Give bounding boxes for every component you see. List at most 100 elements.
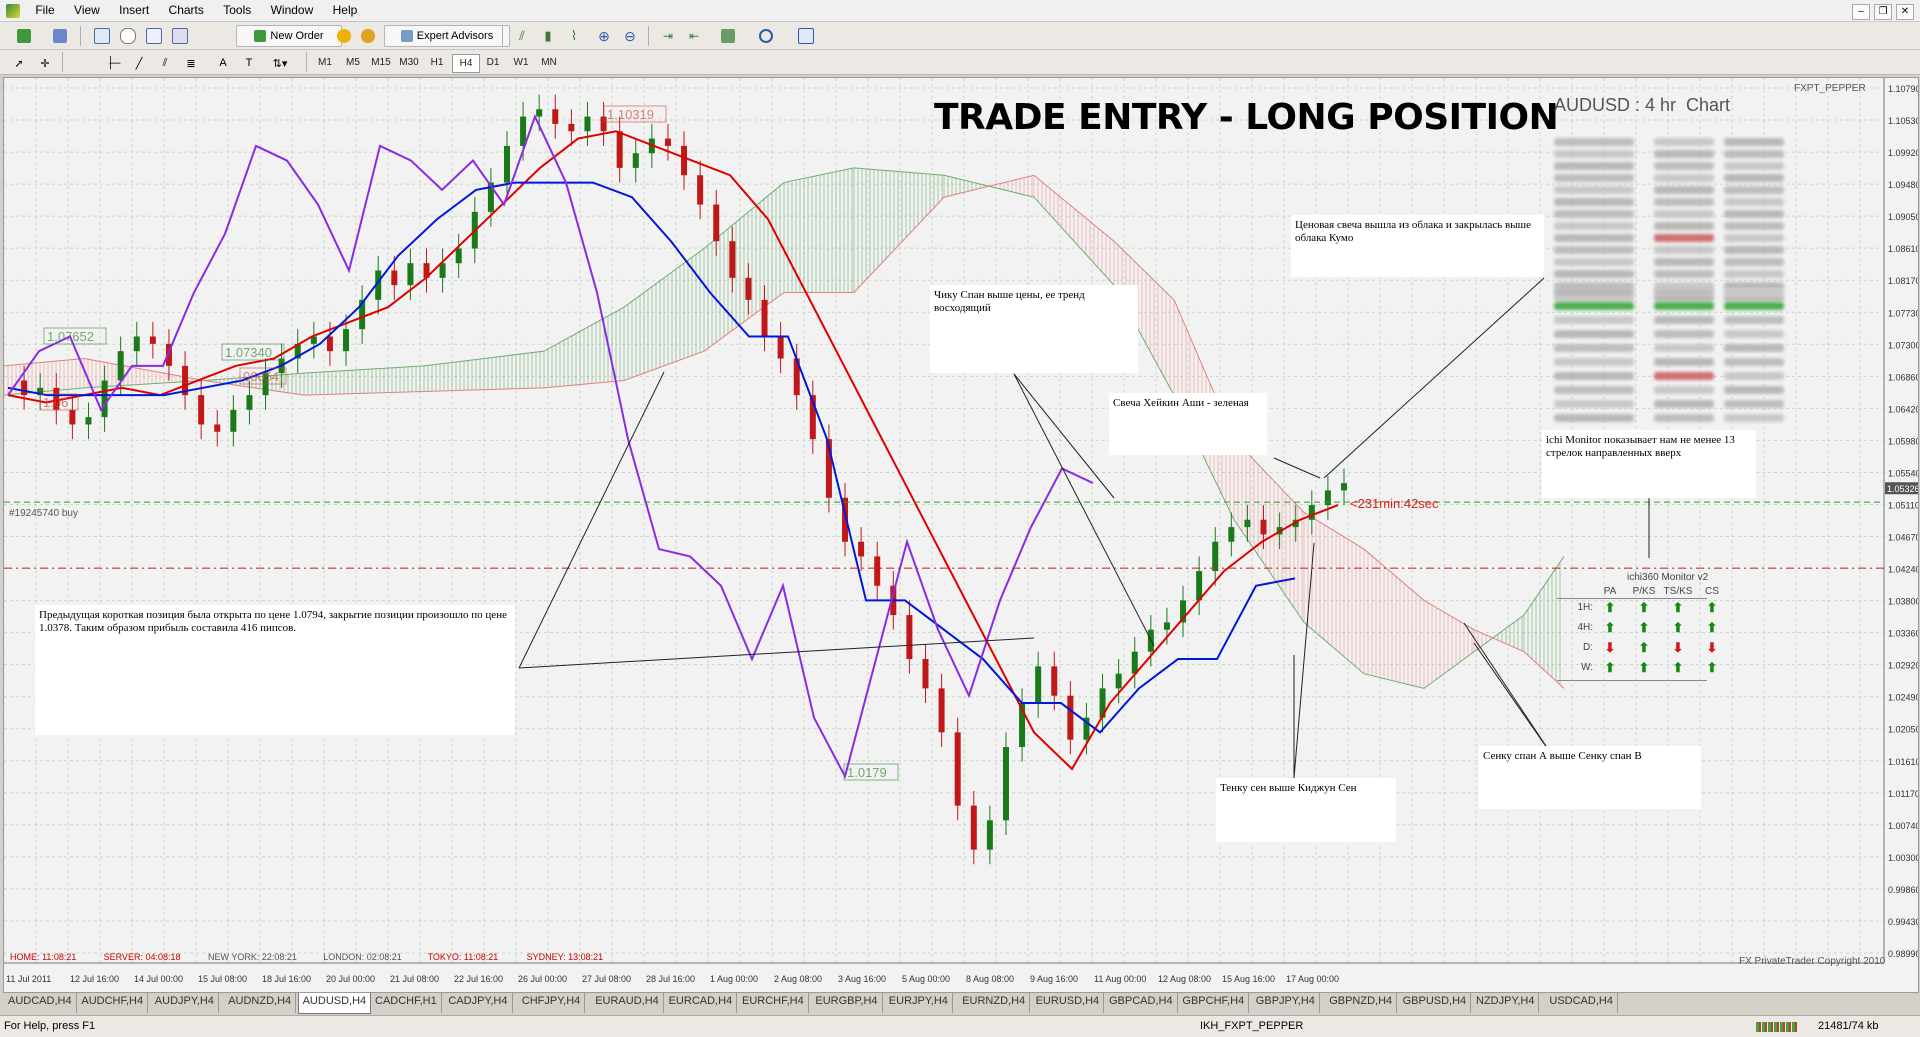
price-box-label: 1.10319 [607, 107, 654, 122]
tab-eurgbp-h4[interactable]: EURGBP,H4 [811, 993, 883, 1013]
time-axis-label: 20 Jul 00:00 [326, 974, 375, 984]
tab-cadjpy-h4[interactable]: CADJPY,H4 [444, 993, 513, 1013]
tab-gbpcad-h4[interactable]: GBPCAD,H4 [1105, 993, 1178, 1013]
tab-nzdjpy-h4[interactable]: NZDJPY,H4 [1472, 993, 1540, 1013]
candlestick-button[interactable]: ▮ [536, 25, 560, 47]
auto-scroll-button[interactable]: ⇥ [656, 25, 680, 47]
tab-cadchf-h1[interactable]: CADCHF,H1 [371, 993, 442, 1013]
tab-gbpjpy-h4[interactable]: GBPJPY,H4 [1252, 993, 1320, 1013]
tab-audcad-h4[interactable]: AUDCAD,H4 [4, 993, 77, 1013]
menu-view[interactable]: View [74, 3, 100, 17]
price-box-label: 1.07652 [47, 329, 94, 344]
timeframe-m1[interactable]: M1 [318, 57, 332, 68]
profiles-button[interactable] [44, 25, 76, 47]
menu-charts[interactable]: Charts [168, 3, 204, 17]
data-window-button[interactable] [116, 25, 140, 47]
fibo-button[interactable]: ≣ [180, 52, 202, 74]
menu-tools[interactable]: Tools [223, 3, 252, 17]
smiley-icon [361, 29, 375, 43]
timeframe-w1[interactable]: W1 [513, 57, 529, 68]
periods-button[interactable] [750, 25, 782, 47]
menu-file[interactable]: File [35, 3, 55, 17]
new-chart-button[interactable] [8, 25, 40, 47]
candle-body [101, 380, 108, 418]
arrows-button[interactable]: ⇅▾ [264, 52, 296, 74]
horizontal-line-button[interactable]: — [104, 52, 126, 74]
menu-insert[interactable]: Insert [119, 3, 150, 17]
tab-audnzd-h4[interactable]: AUDNZD,H4 [224, 993, 297, 1013]
menu-window[interactable]: Window [270, 3, 314, 17]
blurred-info-row [1654, 198, 1714, 206]
broker-tag: FXPT_PEPPER [1794, 83, 1866, 94]
chart-window[interactable]: 1.10790 1.10530 1.09920 1.09480 1.09050 1.086… [3, 77, 1919, 993]
menu-help[interactable]: Help [332, 3, 358, 17]
terminal-button[interactable] [168, 25, 192, 47]
clock-label: TOKYO: 11:08:21 [428, 952, 499, 962]
crosshair-tool-icon: ✛ [40, 57, 50, 70]
candle-body [375, 270, 382, 300]
timeframe-h4[interactable]: H4 [452, 54, 480, 73]
indicators-button[interactable] [712, 25, 744, 47]
new-order-button[interactable]: New Order [236, 25, 342, 47]
auto-scroll-icon: ⇥ [662, 29, 674, 43]
arrow-up-icon: ⬆ [1706, 620, 1718, 635]
candle-body [1228, 527, 1235, 542]
tab-gbpchf-h4[interactable]: GBPCHF,H4 [1178, 993, 1250, 1013]
blurred-info-row [1554, 150, 1634, 158]
tab-eurusd-h4[interactable]: EURUSD,H4 [1032, 993, 1105, 1013]
zoom-in-button[interactable]: ⊕ [592, 25, 616, 47]
channel-button[interactable]: ⫽ [154, 52, 176, 74]
tab-audusd-h4[interactable]: AUDUSD,H4 [297, 993, 372, 1014]
tab-usdcad-h4[interactable]: USDCAD,H4 [1545, 993, 1618, 1013]
candle-body [825, 439, 832, 498]
time-axis-label: 22 Jul 16:00 [454, 974, 503, 984]
tab-eurchf-h4[interactable]: EURCHF,H4 [738, 993, 809, 1013]
vertical-line-button[interactable]: │ [100, 52, 122, 74]
timeframe-m15[interactable]: M15 [371, 57, 391, 68]
text-button[interactable]: A [212, 52, 234, 74]
chart-shift-button[interactable]: ⇤ [682, 25, 706, 47]
timeframe-m5[interactable]: M5 [346, 57, 360, 68]
templates-button[interactable] [790, 25, 822, 47]
candle-body [970, 805, 977, 850]
close-icon[interactable]: ✕ [1896, 4, 1914, 20]
annotation-heikin-ashi: Свеча Хейкин Аши - зеленая [1109, 393, 1267, 455]
restore-icon[interactable]: ❐ [1874, 4, 1892, 20]
cursor-button[interactable]: ➚ [8, 52, 30, 74]
blurred-info-row [1554, 198, 1634, 206]
tab-audjpy-h4[interactable]: AUDJPY,H4 [151, 993, 219, 1013]
price-box-label: 06054 [243, 369, 279, 384]
tab-chfjpy-h4[interactable]: CHFJPY,H4 [518, 993, 586, 1013]
timeframe-h1[interactable]: H1 [430, 57, 444, 68]
timeframe-mn[interactable]: MN [541, 57, 557, 68]
zoom-out-button[interactable]: ⊖ [618, 25, 642, 47]
market-watch-button[interactable] [90, 25, 114, 47]
blurred-info-row [1724, 294, 1784, 302]
trendline-button[interactable]: ╱ [128, 52, 150, 74]
blurred-info-row [1654, 414, 1714, 422]
expert-advisors-button[interactable]: Expert Advisors [384, 25, 510, 47]
symbol-title: AUDUSD : 4 hr Chart [1554, 95, 1731, 115]
tab-eurnzd-h4[interactable]: EURNZD,H4 [958, 993, 1031, 1013]
navigator-button[interactable] [142, 25, 166, 47]
line-chart-button[interactable]: ⌇ [562, 25, 586, 47]
tab-audchf-h4[interactable]: AUDCHF,H4 [77, 993, 149, 1013]
tab-eurcad-h4[interactable]: EURCAD,H4 [665, 993, 738, 1013]
blurred-info-row [1724, 234, 1784, 242]
tab-gbpusd-h4[interactable]: GBPUSD,H4 [1399, 993, 1472, 1013]
label-button[interactable]: T [238, 52, 260, 74]
crosshair-button[interactable]: ✛ [34, 52, 56, 74]
tab-gbpnzd-h4[interactable]: GBPNZD,H4 [1325, 993, 1398, 1013]
annotation-pointer [518, 637, 1035, 669]
timeframe-d1[interactable]: D1 [486, 57, 500, 68]
ea-settings-button[interactable] [356, 25, 380, 47]
monitor-bottom-rule [1557, 680, 1707, 681]
price-axis-label: 1.05110 [1888, 500, 1918, 510]
templates-icon [798, 28, 814, 44]
timeframe-m30[interactable]: M30 [399, 57, 419, 68]
tab-euraud-h4[interactable]: EURAUD,H4 [591, 993, 664, 1013]
minimize-icon[interactable]: – [1852, 4, 1870, 20]
alert-button[interactable] [332, 25, 356, 47]
tab-eurjpy-h4[interactable]: EURJPY,H4 [885, 993, 953, 1013]
bar-chart-button[interactable]: ⫽ [510, 25, 534, 47]
